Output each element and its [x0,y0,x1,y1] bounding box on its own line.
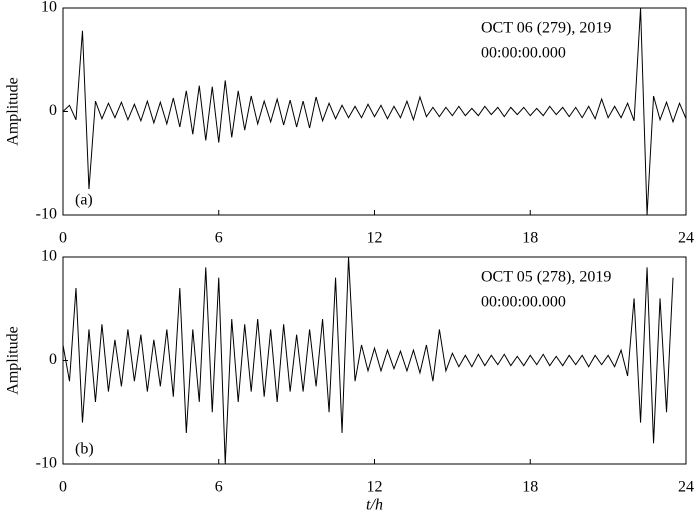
x-tick-label: 12 [367,479,383,496]
y-tick-label: 10 [41,248,57,265]
y-tick-label: -10 [36,455,57,472]
x-tick-label: 24 [678,479,694,496]
annotation-date: OCT 05 (278), 2019 [481,269,611,286]
x-tick-label: 0 [59,230,67,247]
waveform [62,7,687,216]
y-tick-label: 10 [41,0,57,16]
x-tick-label: 18 [522,479,538,496]
y-axis-label: Amplitude [5,77,22,145]
y-tick-label: 0 [49,102,57,119]
panel-label: (a) [75,192,93,209]
waveform [62,256,674,465]
y-tick-label: -10 [36,206,57,223]
plot-frame [62,7,687,216]
panel-label: (b) [75,441,94,458]
x-tick-label: 6 [215,479,223,496]
annotation-date: OCT 06 (279), 2019 [481,20,611,37]
x-tick-label: 18 [522,230,538,247]
x-tick-label: 12 [367,230,383,247]
x-tick-label: 0 [59,479,67,496]
y-axis-label: Amplitude [5,326,22,394]
x-axis-label: t/h [366,497,383,514]
y-tick-label: 0 [49,351,57,368]
x-tick-label: 6 [215,230,223,247]
annotation-time: 00:00:00.000 [481,45,566,62]
annotation-time: 00:00:00.000 [481,294,566,311]
x-tick-label: 24 [678,230,694,247]
